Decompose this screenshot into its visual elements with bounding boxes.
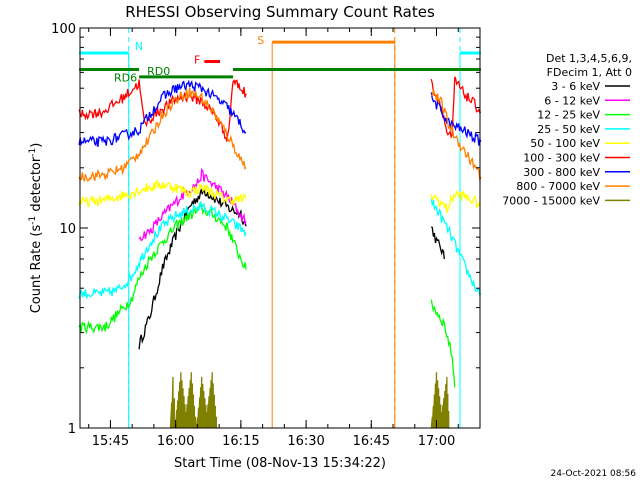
series-line xyxy=(78,203,247,335)
legend-label: 3 - 6 keV xyxy=(551,80,600,93)
y-axis-label-sup1: -1 xyxy=(28,216,38,225)
series-line xyxy=(78,179,247,208)
series-line xyxy=(430,92,482,146)
x-tick-label: 17:00 xyxy=(418,434,455,449)
legend-label: 7000 - 15000 keV xyxy=(502,194,600,207)
annotation-label-N: N xyxy=(135,40,143,53)
y-axis-label-end: ) xyxy=(29,143,44,148)
x-tick-label: 16:30 xyxy=(287,434,324,449)
series-line xyxy=(78,200,247,299)
legend-label: 50 - 100 keV xyxy=(530,137,600,150)
series-line xyxy=(430,76,482,139)
y-tick-label: 1 xyxy=(68,422,76,437)
y-axis-label-main: Count Rate (s xyxy=(29,225,44,314)
series-line xyxy=(431,89,482,181)
y-axis-label: Count Rate (s-1 detector-1) xyxy=(28,143,44,314)
series-line xyxy=(430,189,482,215)
tick-layer: 1 10 100 15:45 16:00 16:15 16:30 16:45 17:00 xyxy=(51,22,481,449)
x-tick-label: 16:00 xyxy=(157,434,194,449)
y-axis-label-mid: detector xyxy=(29,156,44,216)
series-line xyxy=(138,188,247,350)
series-line xyxy=(78,79,247,147)
y-tick-label: 100 xyxy=(51,22,76,37)
legend: Det 1,3,4,5,6,9,FDecim 1, Att 03 - 6 keV… xyxy=(502,52,632,207)
chart-title: RHESSI Observing Summary Count Rates xyxy=(125,3,435,21)
series-layer xyxy=(78,76,482,429)
legend-label: 100 - 300 keV xyxy=(523,152,600,165)
x-tick-label: 15:45 xyxy=(92,434,129,449)
series-8 xyxy=(169,372,450,429)
svg-text:Count Rate (s-1 detector-1): Count Rate (s-1 detector-1) xyxy=(28,143,44,314)
series-line xyxy=(169,372,218,429)
legend-label: 300 - 800 keV xyxy=(523,166,600,179)
legend-header: Det 1,3,4,5,6,9, xyxy=(546,52,632,65)
legend-label: 25 - 50 keV xyxy=(537,123,600,136)
series-line xyxy=(78,87,247,183)
legend-label: 12 - 25 keV xyxy=(537,109,600,122)
footer-timestamp: 24-Oct-2021 08:56 xyxy=(551,469,637,479)
y-axis-label-sup2: -1 xyxy=(28,148,38,157)
series-0 xyxy=(138,188,445,350)
series-7 xyxy=(78,87,482,183)
series-line xyxy=(138,167,247,242)
series-6 xyxy=(78,79,482,147)
series-line xyxy=(430,198,482,297)
series-1 xyxy=(138,167,247,242)
series-line xyxy=(78,79,247,142)
annotation-label-F: F xyxy=(194,53,200,66)
annotation-label-RD6: RD6 xyxy=(114,72,137,85)
series-2 xyxy=(78,203,456,388)
x-axis-label: Start Time (08-Nov-13 15:34:22) xyxy=(174,456,386,471)
series-line xyxy=(430,299,456,388)
x-tick-label: 16:45 xyxy=(353,434,390,449)
series-3 xyxy=(78,198,482,299)
series-4 xyxy=(78,179,482,215)
series-line xyxy=(430,372,450,429)
y-tick-label: 10 xyxy=(59,222,76,237)
legend-label: 6 - 12 keV xyxy=(544,94,600,107)
legend-label: 800 - 7000 keV xyxy=(516,180,600,193)
annotation-label-S: S xyxy=(257,34,264,47)
annotation-layer: N RD6 RD0 F S xyxy=(79,28,481,428)
series-5 xyxy=(78,76,482,142)
series-line xyxy=(430,226,445,260)
legend-header: FDecim 1, Att 0 xyxy=(547,66,632,79)
annotation-label-RD0: RD0 xyxy=(147,65,170,78)
x-tick-label: 16:15 xyxy=(222,434,259,449)
